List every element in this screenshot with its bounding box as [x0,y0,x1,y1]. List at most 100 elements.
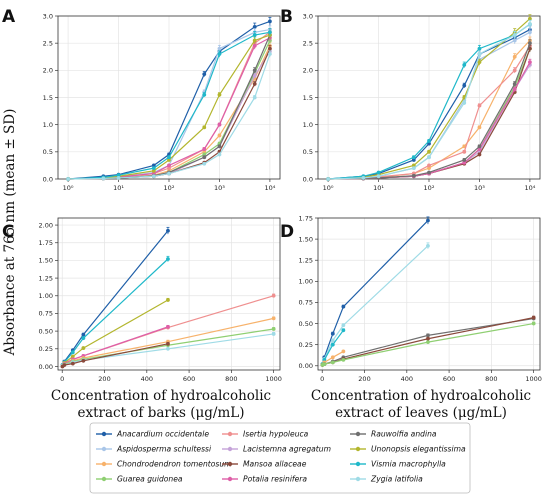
legend-label: Chondrodendron tomentosum [117,460,232,469]
x-tick-label: 10¹ [113,184,124,192]
legend-item-potalia-resinifera: Potalia resinifera [222,475,307,484]
legend-label: Lacistemna agregatum [243,445,331,454]
panel-letter-a: A [2,7,16,27]
data-point [252,33,257,37]
data-point [202,72,207,77]
x-tick-label: 800 [225,375,237,383]
legend-label: Zygia latifolia [370,475,423,484]
y-tick-label: 1.0 [43,121,53,129]
data-point [166,324,170,329]
data-point [528,41,532,46]
data-point [330,360,335,365]
legend-label: Mansoa allaceae [243,460,307,469]
legend-marker [101,431,107,437]
data-point [167,171,171,176]
data-point [528,46,532,51]
legend-marker [355,431,361,437]
data-point [202,155,207,160]
series-zygia-latifolia [320,242,430,366]
data-point [252,73,257,78]
data-point [268,52,272,56]
y-tick-label: 2.0 [303,67,313,75]
data-point [271,293,276,298]
data-point [167,166,171,171]
y-tick-label: 1.5 [303,94,313,102]
legend-marker [227,446,233,452]
y-tick-label: 0.5 [43,148,53,156]
series-zygia-latifolia [326,19,532,181]
data-point [531,315,536,320]
x-tick-label: 0 [60,375,64,383]
y-tick-label: 0.50 [39,327,53,335]
panel-letter-d: D [280,222,294,242]
panel-letter-c: C [2,222,14,242]
data-point [70,354,75,359]
data-point [202,147,207,152]
data-point [166,341,170,346]
x-axis-title-c: Concentration of hydroalcoholic extract o… [51,388,271,421]
data-point [361,176,366,180]
data-point [252,24,257,29]
y-tick-label: 1.75 [299,214,313,222]
y-tick-label: 3.0 [43,12,53,20]
y-tick-label: 3.0 [303,12,313,20]
plot-frame [57,217,281,371]
data-point [411,155,416,160]
data-point [217,52,222,56]
legend-item-rauwolfia-andina: Rauwolfia andina [350,430,437,439]
data-point [81,358,86,363]
x-tick-label: 10² [424,184,435,192]
data-point [426,333,430,338]
x-tick-label: 10³ [474,184,485,192]
x-tick-label: 600 [443,375,455,383]
series-zygia-latifolia [60,332,276,368]
data-point [217,133,222,138]
y-tick-label: 1.25 [39,274,53,282]
x-tick-label: 200 [358,375,370,383]
data-point [166,228,170,233]
legend-item-chondrodendron-tomentosum: Chondrodendron tomentosum [96,460,232,469]
x-axis-titles: Concentration of hydroalcoholic extract o… [51,388,531,421]
data-point [252,43,257,48]
legend-label: Isertia hypoleuca [243,430,309,439]
legend-marker [355,461,361,467]
data-point [217,152,222,157]
series-line [61,295,274,367]
legend-label: Rauwolfia andina [371,430,437,439]
data-point [426,336,430,341]
legend-label: Unonopsis elegantissima [371,445,466,454]
data-point [326,177,330,181]
data-point [330,355,335,360]
legend-marker [101,476,107,482]
data-point [167,158,171,162]
legend-frame [89,422,471,494]
data-point [427,155,431,160]
data-point [426,340,430,345]
legend-label: Aspidosperma schultessi [116,445,212,454]
data-point [66,177,70,181]
y-tick-label: 1.75 [39,239,53,247]
data-point [477,152,482,157]
x-tick-label: 200 [98,375,110,383]
data-point [528,16,532,21]
x-axis-title-d: Concentration of hydroalcoholic extract o… [311,388,531,421]
series-guarea-guidonea [320,321,536,367]
data-point [217,122,222,127]
data-point [166,298,170,302]
data-point [477,60,482,65]
legend-item-lacistemna-agregatum: Lacistemna agregatum [222,445,331,454]
data-point [462,83,467,88]
data-point [202,125,207,130]
data-point [252,68,257,73]
data-point [376,170,381,175]
x-tick-label: 1000 [265,375,282,383]
y-tick-label: 0.00 [299,362,313,370]
series-line [61,258,169,366]
data-point [151,168,156,173]
data-point [411,163,416,168]
plot-frame [317,217,541,371]
y-tick-label: 0.50 [299,320,313,328]
data-point [341,357,346,362]
data-point [531,321,536,326]
data-point [252,82,257,86]
